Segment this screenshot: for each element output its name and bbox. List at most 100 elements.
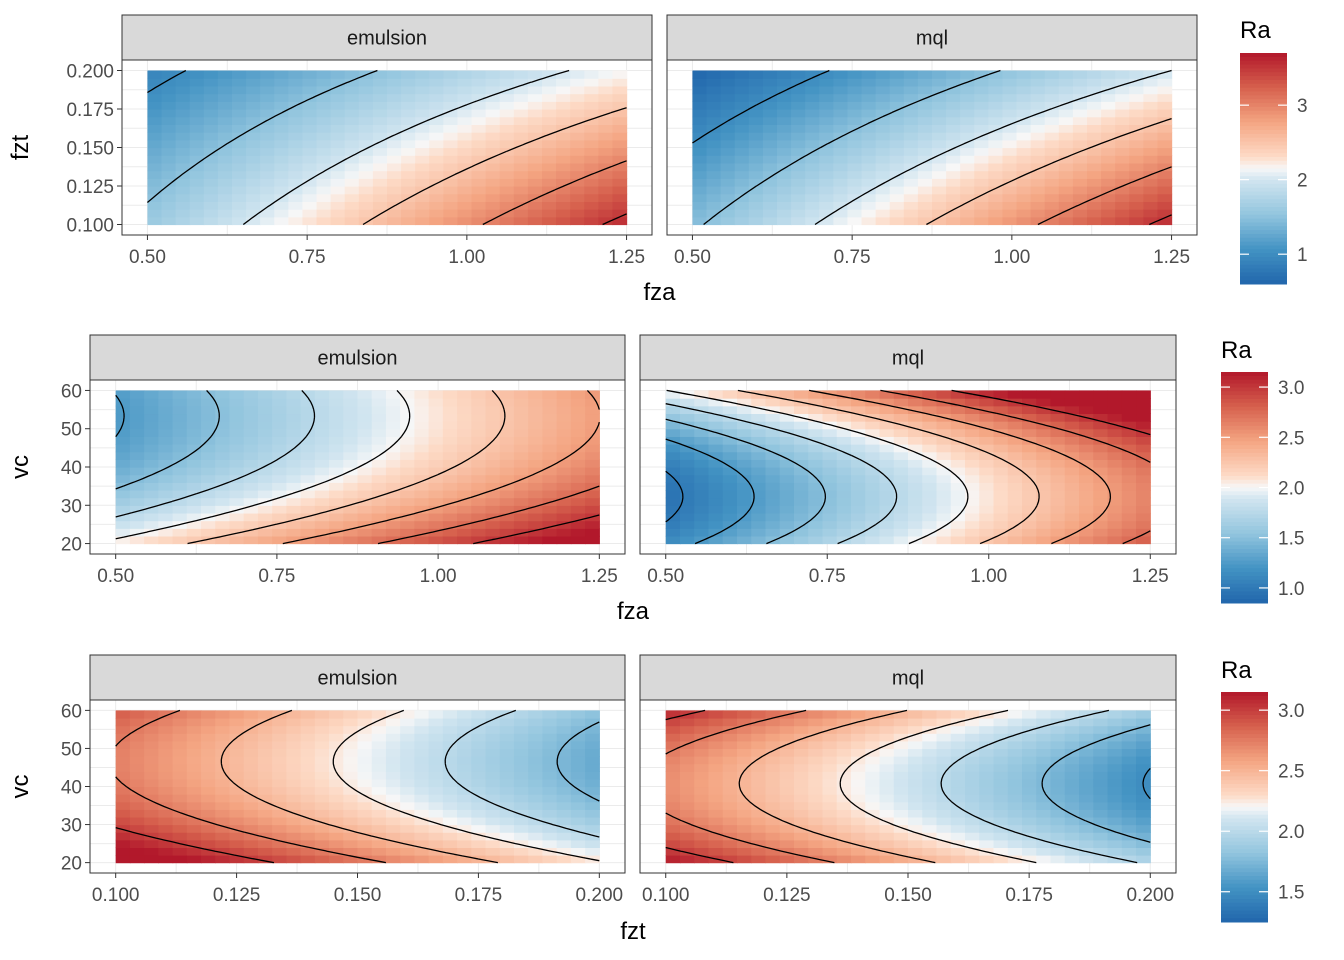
heat-cell [1143,162,1159,172]
heat-cell [950,405,966,415]
heat-cell [158,512,174,522]
heat-cell [274,124,289,133]
heat-cell [808,794,824,803]
heat-cell [1087,101,1102,110]
heat-cell [1107,497,1123,506]
heat-cell [1121,421,1137,430]
heat-cell [357,489,373,499]
heat-cell [186,421,202,430]
heat-cell [922,740,938,750]
heat-cell [286,725,302,734]
heat-cell [343,740,359,750]
heat-cell [1022,398,1037,407]
legend-color-band [1221,860,1268,865]
heat-cell [960,178,975,187]
heat-cell [865,786,881,795]
heat-cell [692,155,708,164]
heat-cell [1064,405,1080,415]
heat-cell [1087,201,1102,210]
heat-cell [528,855,544,864]
heat-cell [513,178,529,187]
heat-cell [513,78,529,87]
heat-cell [144,413,159,422]
heat-cell [850,482,866,491]
heat-cell [314,398,330,407]
heat-cell [570,413,586,422]
heat-cell [965,497,980,506]
heat-cell [793,832,809,841]
heat-cell [720,78,736,87]
heat-cell [875,193,891,202]
heat-cell [556,459,572,468]
heat-cell [257,413,273,422]
heat-cell [471,78,487,87]
heat-cell [400,740,415,750]
heat-cell [243,725,259,734]
heat-cell [343,390,359,399]
heat-cell [908,778,923,788]
heat-cell [257,824,273,833]
heat-cell [288,139,304,149]
legend-color-band [1240,79,1287,85]
legend-color-band [1221,891,1268,896]
heat-cell [1022,809,1037,818]
heat-cell [779,436,795,445]
heat-cell [917,78,933,87]
heat-cell [542,398,558,407]
contour-line [839,709,1037,864]
heat-cell [734,162,750,172]
heat-cell [808,748,824,757]
heat-cell [1143,101,1159,110]
heat-cell [1007,520,1023,529]
heat-cell [314,474,330,483]
heat-cell [330,78,346,87]
heat-cell [936,474,952,483]
heat-cell [300,801,316,810]
heat-cell [865,801,881,810]
heat-cell [708,505,724,514]
heat-cell [115,390,131,399]
heat-cell [1064,740,1080,750]
heat-cell [1058,186,1074,195]
heat-cell [879,520,895,529]
heat-cell [147,139,163,149]
heat-cell [556,520,572,529]
heat-cell [385,771,401,780]
heat-cell [115,421,131,430]
heat-cell [201,786,216,795]
heat-cell [1107,710,1123,719]
heat-cell [485,201,501,210]
heat-cell [471,116,487,125]
heat-cell [808,436,824,445]
heat-cell [585,467,600,476]
heat-cell [260,139,275,149]
heat-cell [513,421,529,430]
heat-cell [471,413,487,422]
heat-cell [988,139,1004,149]
heat-cell [371,413,387,422]
heat-cell [779,824,795,833]
heat-cell [736,489,752,499]
heat-cell [585,451,600,460]
heat-cell [1136,801,1151,810]
heat-cell [485,209,501,218]
heat-cell [1107,809,1123,818]
heat-cell [993,855,1009,864]
heat-cell [1002,109,1018,118]
heat-cell [201,489,216,499]
heat-cell [257,786,273,795]
heat-cell [1022,847,1037,856]
heat-cell [443,124,459,133]
heat-cell [988,132,1004,141]
heat-cell [243,710,259,719]
heat-cell [903,216,919,226]
y-tick-label: 40 [61,458,82,479]
legend-color-band [1221,383,1268,388]
heat-cell [736,855,752,864]
contour-line [692,69,830,144]
heat-cell [172,748,188,757]
heat-cell [115,855,131,864]
heat-cell [243,786,259,795]
heat-cell [679,717,695,727]
heat-cell [776,93,792,102]
